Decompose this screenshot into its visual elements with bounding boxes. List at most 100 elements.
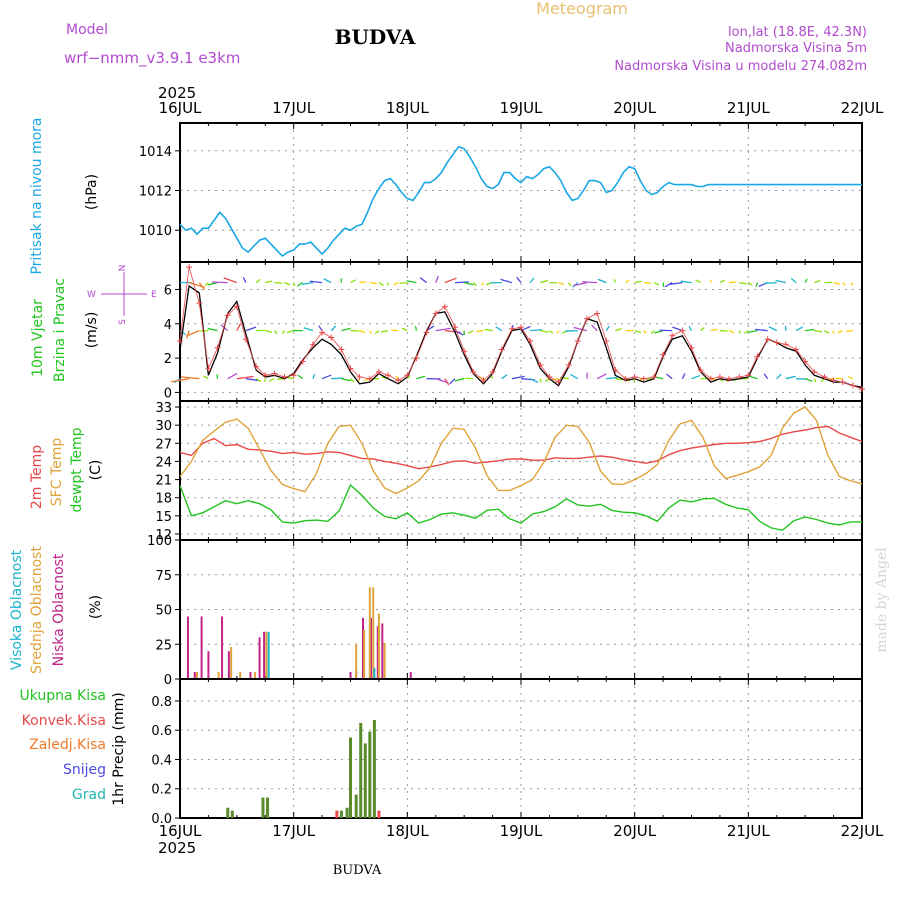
- wind-speed-marker: [555, 379, 562, 386]
- high-cloud-bar: [267, 631, 270, 679]
- wind-speed-marker: [262, 372, 269, 379]
- y-tick-label: 1012: [139, 185, 172, 200]
- wind-arrow: [378, 282, 384, 286]
- wind-speed-marker: [347, 365, 354, 372]
- wind-arrow: [596, 373, 607, 380]
- wind-speed-marker: [821, 373, 828, 380]
- wind-arrow: [650, 330, 655, 334]
- wind-arrow: [284, 281, 291, 286]
- wind-arrow: [205, 282, 209, 287]
- time-axis-top: 16JUL 17JUL 18JUL 19JUL 20JUL 21JUL 22JUL: [159, 99, 884, 117]
- wind-speed-marker: [565, 361, 572, 368]
- wind-speed-marker: [527, 337, 534, 344]
- wind-speed-marker: [395, 377, 402, 384]
- legend-frozen: Zaledj.Kisa: [29, 737, 106, 753]
- wind-speed-marker: [470, 368, 477, 375]
- wind-arrow: [500, 278, 513, 284]
- wind-speed-marker: [271, 370, 278, 377]
- wind-arrow: [444, 277, 457, 284]
- low-cloud-bar: [376, 626, 379, 679]
- wind-arrow: [393, 282, 399, 286]
- wind-arrow: [444, 378, 450, 386]
- date-label-top: 21JUL: [727, 99, 770, 117]
- pressure-unit: (hPa): [84, 174, 100, 210]
- wind-arrow: [467, 330, 474, 334]
- wind-arrow: [245, 378, 259, 382]
- wind-speed-marker: [404, 372, 411, 379]
- wind-arrow: [613, 279, 616, 283]
- wind-arrow: [833, 281, 840, 285]
- wind-arrow: [763, 373, 769, 380]
- wind-arrow: [529, 378, 539, 383]
- wind-arrow: [318, 325, 323, 332]
- y-tick-label: 33: [155, 401, 172, 416]
- wind-arrow: [814, 329, 823, 333]
- wind-arrow: [374, 330, 380, 335]
- y-tick-label: 0.6: [151, 724, 172, 739]
- wind-speed-marker: [461, 348, 468, 355]
- wind-arrow: [286, 330, 294, 334]
- wind-arrow: [606, 376, 618, 380]
- y-tick-label: 100: [147, 534, 172, 549]
- wind-arrow: [455, 281, 469, 284]
- wind-speed-marker: [489, 368, 496, 375]
- wind-speed-marker: [498, 346, 505, 353]
- wind-speed-marker: [186, 264, 193, 271]
- y-tick-label: 25: [155, 638, 172, 653]
- wind-speed-marker: [688, 344, 695, 351]
- panel-frame: [179, 122, 863, 263]
- wind-speed-marker: [375, 368, 382, 375]
- legend-snow: Snijeg: [63, 762, 106, 778]
- wind-speed-marker: [177, 337, 183, 344]
- wind-arrow: [565, 329, 578, 332]
- wind-speed-marker: [319, 329, 326, 336]
- total-rain-bar: [266, 797, 270, 818]
- wind-speed-marker: [764, 336, 771, 343]
- wind-arrow: [768, 326, 778, 332]
- wind-speed-marker: [441, 303, 448, 310]
- wind-arrow: [573, 281, 588, 287]
- wind-arrow: [743, 330, 749, 334]
- wind-speed-marker: [612, 367, 619, 374]
- station-title: BUDVA: [335, 25, 416, 49]
- wind-arrow: [842, 282, 846, 286]
- wind-arrow: [672, 326, 683, 332]
- compass-n: N: [118, 265, 128, 272]
- total-rain-bar: [261, 797, 265, 818]
- wind-arrow: [804, 278, 808, 283]
- wind-speed-marker: [594, 310, 601, 317]
- y-tick-label: 0.0: [151, 812, 172, 827]
- wind-arrow: [814, 279, 821, 284]
- low-cloud-bar: [409, 672, 412, 679]
- cloud-unit: (%): [88, 595, 104, 619]
- high-cloud-title: Visoka Oblacnost: [9, 549, 25, 670]
- wind-speed-marker: [716, 373, 723, 380]
- wind-arrow: [202, 375, 209, 380]
- wind-arrow: [846, 329, 853, 332]
- wind-title-1: 10m Vjetar: [30, 299, 46, 377]
- wind-arrow: [573, 326, 588, 332]
- total-rain-bar: [349, 737, 352, 818]
- wind-arrow: [664, 282, 673, 288]
- wind-arrow: [813, 378, 817, 383]
- wind-arrow: [511, 375, 525, 380]
- wind-arrow: [490, 375, 494, 379]
- wind-arrow: [516, 276, 522, 284]
- wind-arrow: [739, 281, 747, 285]
- watermark: made by Angel: [874, 547, 890, 653]
- wind-speed-marker: [233, 303, 240, 310]
- low-cloud-bar: [227, 651, 230, 679]
- wind-arrow: [615, 328, 622, 332]
- wind-arrow: [198, 282, 206, 291]
- total-rain-bar: [230, 810, 234, 818]
- wind-arrow: [764, 281, 777, 285]
- pressure-title: Pritisak na nivou mora: [29, 117, 45, 274]
- altitude-label: Nadmorska Visina 5m: [725, 41, 867, 56]
- wind-speed-marker: [773, 339, 780, 346]
- wind-arrow: [775, 279, 786, 284]
- date-label-bottom: 22JUL: [841, 822, 884, 840]
- low-cloud-bar: [362, 617, 365, 679]
- wind-arrow: [847, 376, 854, 380]
- wind-arrow: [615, 378, 624, 381]
- wind-arrow: [369, 281, 377, 285]
